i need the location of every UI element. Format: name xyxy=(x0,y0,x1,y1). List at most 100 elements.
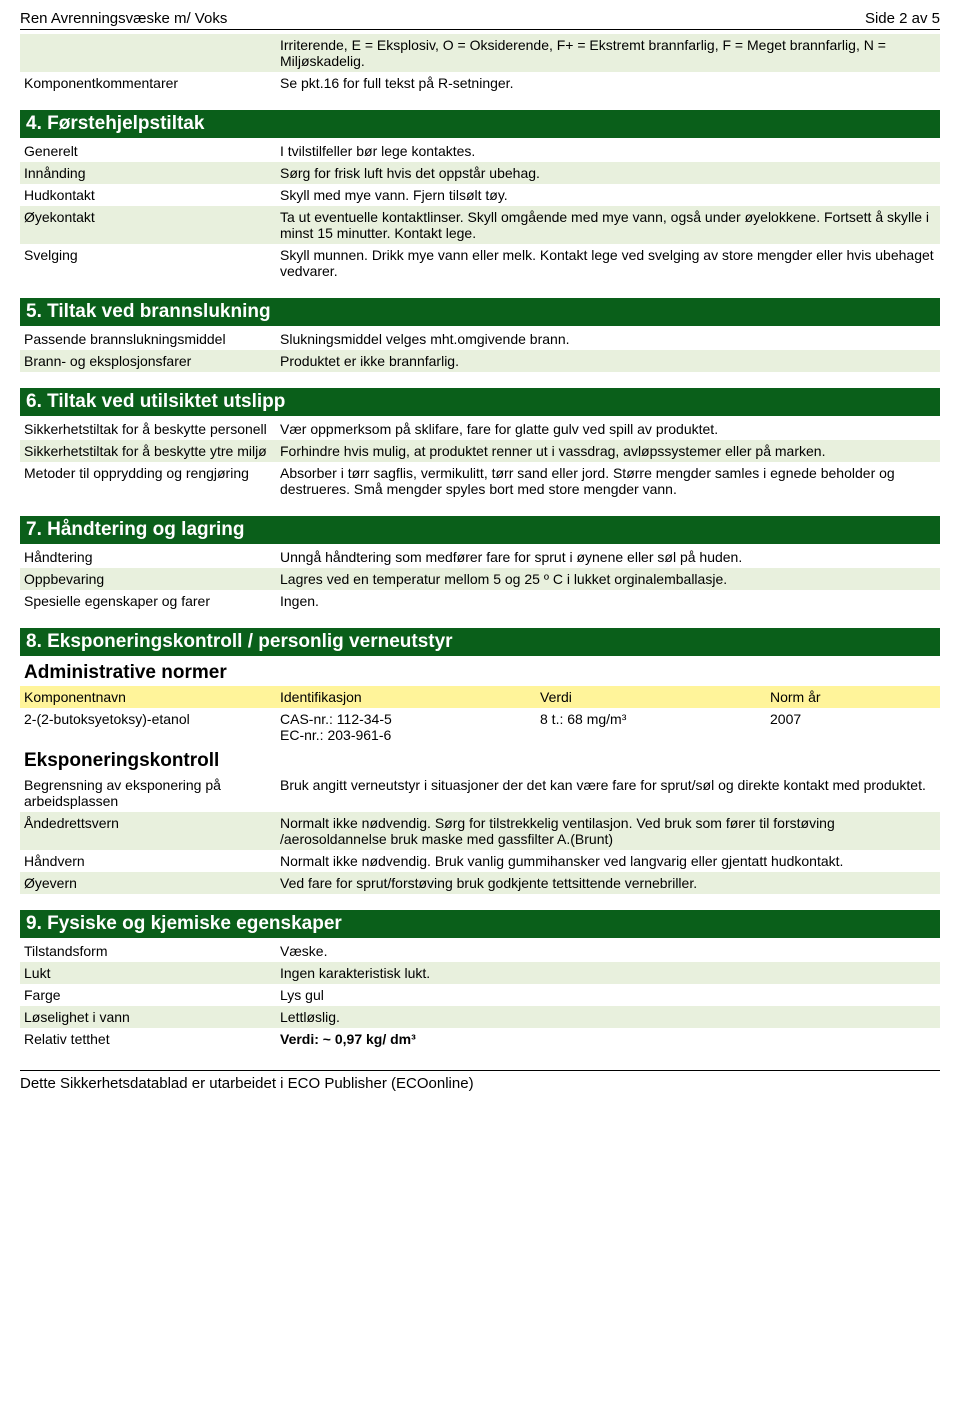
section9-rows: TilstandsformVæske.LuktIngen karakterist… xyxy=(20,940,940,1050)
s9-row: FargeLys gul xyxy=(20,984,940,1006)
s8-label: Begrensning av eksponering på arbeidspla… xyxy=(20,777,280,809)
s8-row: Begrensning av eksponering på arbeidspla… xyxy=(20,774,940,812)
s4-row: GenereltI tvilstilfeller bør lege kontak… xyxy=(20,140,940,162)
section4-header: 4. Førstehjelpstiltak xyxy=(20,110,940,138)
s9-row: LuktIngen karakteristisk lukt. xyxy=(20,962,940,984)
s9-label: Lukt xyxy=(20,965,280,981)
s4-row: InnåndingSørg for frisk luft hvis det op… xyxy=(20,162,940,184)
section6-rows: Sikkerhetstiltak for å beskytte personel… xyxy=(20,418,940,500)
s8-value: Normalt ikke nødvendig. Sørg for tilstre… xyxy=(280,815,940,847)
s5-value: Slukningsmiddel velges mht.omgivende bra… xyxy=(280,331,940,347)
s9-value: Verdi: ~ 0,97 kg/ dm³ xyxy=(280,1031,940,1047)
td-identifikasjon: CAS-nr.: 112-34-5 EC-nr.: 203-961-6 xyxy=(280,711,540,743)
s4-row: ØyekontaktTa ut eventuelle kontaktlinser… xyxy=(20,206,940,244)
s5-label: Passende brannslukningsmiddel xyxy=(20,331,280,347)
s8-value: Normalt ikke nødvendig. Bruk vanlig gumm… xyxy=(280,853,940,869)
s6-row: Sikkerhetstiltak for å beskytte personel… xyxy=(20,418,940,440)
section8-sub1: Administrative normer xyxy=(20,658,940,686)
th-identifikasjon: Identifikasjon xyxy=(280,689,540,705)
intro-row: KomponentkommentarerSe pkt.16 for full t… xyxy=(20,72,940,94)
s4-row: HudkontaktSkyll med mye vann. Fjern tils… xyxy=(20,184,940,206)
intro-label: Komponentkommentarer xyxy=(20,75,280,91)
s4-row: SvelgingSkyll munnen. Drikk mye vann ell… xyxy=(20,244,940,282)
s4-value: Sørg for frisk luft hvis det oppstår ube… xyxy=(280,165,940,181)
s5-value: Produktet er ikke brannfarlig. xyxy=(280,353,940,369)
s9-value: Lettløslig. xyxy=(280,1009,940,1025)
s7-value: Lagres ved en temperatur mellom 5 og 25 … xyxy=(280,571,940,587)
s4-label: Innånding xyxy=(20,165,280,181)
s9-label: Tilstandsform xyxy=(20,943,280,959)
s8-label: Øyevern xyxy=(20,875,280,891)
intro-value: Se pkt.16 for full tekst på R-setninger. xyxy=(280,75,940,91)
page-header: Ren Avrenningsvæske m/ Voks Side 2 av 5 xyxy=(20,10,940,30)
td-verdi: 8 t.: 68 mg/m³ xyxy=(540,711,770,743)
th-verdi: Verdi xyxy=(540,689,770,705)
s9-row: Løselighet i vannLettløslig. xyxy=(20,1006,940,1028)
s6-label: Sikkerhetstiltak for å beskytte personel… xyxy=(20,421,280,437)
s5-row: Brann- og eksplosjonsfarerProduktet er i… xyxy=(20,350,940,372)
intro-value: Irriterende, E = Eksplosiv, O = Oksidere… xyxy=(280,37,940,69)
s4-value: Skyll med mye vann. Fjern tilsølt tøy. xyxy=(280,187,940,203)
s4-label: Svelging xyxy=(20,247,280,279)
s8-row: ØyevernVed fare for sprut/forstøving bru… xyxy=(20,872,940,894)
s4-value: I tvilstilfeller bør lege kontaktes. xyxy=(280,143,940,159)
s8-row: ÅndedrettsvernNormalt ikke nødvendig. Sø… xyxy=(20,812,940,850)
s6-row: Sikkerhetstiltak for å beskytte ytre mil… xyxy=(20,440,940,462)
s9-label: Løselighet i vann xyxy=(20,1009,280,1025)
norm-table-row: 2-(2-butoksyetoksy)-etanol CAS-nr.: 112-… xyxy=(20,708,940,746)
page-number: Side 2 av 5 xyxy=(865,10,940,27)
s9-value: Ingen karakteristisk lukt. xyxy=(280,965,940,981)
s7-label: Håndtering xyxy=(20,549,280,565)
intro-label xyxy=(20,37,280,69)
norm-table-head: Komponentnavn Identifikasjon Verdi Norm … xyxy=(20,686,940,708)
s7-label: Oppbevaring xyxy=(20,571,280,587)
section5-rows: Passende brannslukningsmiddelSlukningsmi… xyxy=(20,328,940,372)
s8-value: Bruk angitt verneutstyr i situasjoner de… xyxy=(280,777,940,809)
s8-label: Håndvern xyxy=(20,853,280,869)
s8-row: HåndvernNormalt ikke nødvendig. Bruk van… xyxy=(20,850,940,872)
s8-value: Ved fare for sprut/forstøving bruk godkj… xyxy=(280,875,940,891)
th-komponentnavn: Komponentnavn xyxy=(20,689,280,705)
s4-value: Skyll munnen. Drikk mye vann eller melk.… xyxy=(280,247,940,279)
s5-label: Brann- og eksplosjonsfarer xyxy=(20,353,280,369)
s6-value: Forhindre hvis mulig, at produktet renne… xyxy=(280,443,940,459)
td-normar: 2007 xyxy=(770,711,940,743)
s4-label: Hudkontakt xyxy=(20,187,280,203)
s6-value: Vær oppmerksom på sklifare, fare for gla… xyxy=(280,421,940,437)
section5-header: 5. Tiltak ved brannslukning xyxy=(20,298,940,326)
td-komponentnavn: 2-(2-butoksyetoksy)-etanol xyxy=(20,711,280,743)
section8-sub2: Eksponeringskontroll xyxy=(20,746,940,774)
s5-row: Passende brannslukningsmiddelSlukningsmi… xyxy=(20,328,940,350)
s6-label: Sikkerhetstiltak for å beskytte ytre mil… xyxy=(20,443,280,459)
s6-value: Absorber i tørr sagflis, vermikulitt, tø… xyxy=(280,465,940,497)
s7-row: HåndteringUnngå håndtering som medfører … xyxy=(20,546,940,568)
s4-label: Generelt xyxy=(20,143,280,159)
s9-row: TilstandsformVæske. xyxy=(20,940,940,962)
s9-row: Relativ tetthetVerdi: ~ 0,97 kg/ dm³ xyxy=(20,1028,940,1050)
section4-rows: GenereltI tvilstilfeller bør lege kontak… xyxy=(20,140,940,282)
s6-label: Metoder til opprydding og rengjøring xyxy=(20,465,280,497)
s7-value: Ingen. xyxy=(280,593,940,609)
intro-row: Irriterende, E = Eksplosiv, O = Oksidere… xyxy=(20,34,940,72)
s9-label: Farge xyxy=(20,987,280,1003)
s8-label: Åndedrettsvern xyxy=(20,815,280,847)
section7-header: 7. Håndtering og lagring xyxy=(20,516,940,544)
section9-header: 9. Fysiske og kjemiske egenskaper xyxy=(20,910,940,938)
s4-label: Øyekontakt xyxy=(20,209,280,241)
section8-header: 8. Eksponeringskontroll / personlig vern… xyxy=(20,628,940,656)
th-normar: Norm år xyxy=(770,689,940,705)
section7-rows: HåndteringUnngå håndtering som medfører … xyxy=(20,546,940,612)
page-footer: Dette Sikkerhetsdatablad er utarbeidet i… xyxy=(20,1070,940,1092)
intro-block: Irriterende, E = Eksplosiv, O = Oksidere… xyxy=(20,34,940,94)
s6-row: Metoder til opprydding og rengjøringAbso… xyxy=(20,462,940,500)
s9-value: Lys gul xyxy=(280,987,940,1003)
s7-value: Unngå håndtering som medfører fare for s… xyxy=(280,549,940,565)
doc-title: Ren Avrenningsvæske m/ Voks xyxy=(20,10,227,27)
s9-value: Væske. xyxy=(280,943,940,959)
s9-label: Relativ tetthet xyxy=(20,1031,280,1047)
s7-row: OppbevaringLagres ved en temperatur mell… xyxy=(20,568,940,590)
s4-value: Ta ut eventuelle kontaktlinser. Skyll om… xyxy=(280,209,940,241)
s7-row: Spesielle egenskaper og farerIngen. xyxy=(20,590,940,612)
s7-label: Spesielle egenskaper og farer xyxy=(20,593,280,609)
section8-rows: Begrensning av eksponering på arbeidspla… xyxy=(20,774,940,894)
